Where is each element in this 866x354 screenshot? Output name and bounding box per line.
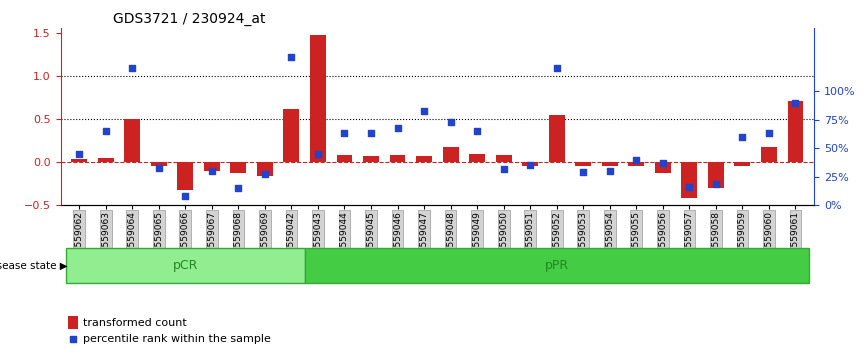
Bar (204, 162, 220, 171)
Bar (125, 119, 140, 162)
Point (789, 100, 803, 105)
Bar (178, 162, 193, 190)
Point (523, 162, 537, 168)
Bar (761, 148, 777, 162)
Text: disease state ▶: disease state ▶ (0, 261, 68, 270)
Bar (549, 115, 565, 162)
Bar (443, 148, 459, 162)
Point (338, 131, 352, 136)
Point (285, 54, 299, 60)
Point (152, 165, 165, 171)
Bar (283, 109, 300, 162)
Point (470, 128, 484, 134)
Point (709, 181, 723, 187)
Bar (522, 162, 538, 166)
Point (630, 157, 643, 162)
Bar (363, 156, 379, 162)
Point (417, 108, 431, 113)
Bar (416, 156, 432, 162)
Bar (655, 162, 671, 172)
Point (66, 336, 80, 342)
Bar (469, 154, 485, 162)
Point (656, 160, 669, 166)
Point (735, 134, 749, 139)
Bar (787, 101, 804, 162)
Bar (682, 162, 697, 198)
Point (550, 65, 564, 71)
Bar (310, 35, 326, 162)
Bar (71, 159, 87, 162)
Point (231, 185, 245, 191)
Bar (390, 155, 405, 162)
Point (126, 65, 139, 71)
Point (72, 151, 86, 157)
Bar (575, 162, 591, 166)
Bar (257, 162, 273, 176)
Bar (629, 162, 644, 166)
Bar (230, 162, 246, 172)
Point (576, 169, 590, 175)
Bar (734, 162, 750, 166)
Point (311, 151, 325, 157)
Point (178, 193, 192, 199)
Text: transformed count: transformed count (83, 318, 187, 328)
Bar (66, 248, 305, 283)
Point (205, 168, 219, 174)
Text: pCR: pCR (172, 259, 198, 272)
Bar (495, 155, 512, 162)
Text: GDS3721 / 230924_at: GDS3721 / 230924_at (113, 12, 266, 26)
Point (99, 128, 113, 134)
Bar (98, 158, 113, 162)
Bar (151, 162, 167, 166)
Bar (305, 248, 809, 283)
Point (258, 172, 272, 177)
Point (603, 168, 617, 174)
Point (762, 131, 776, 136)
Point (364, 131, 378, 136)
Bar (337, 155, 352, 162)
Bar (708, 162, 724, 188)
Point (443, 119, 457, 125)
Text: percentile rank within the sample: percentile rank within the sample (83, 334, 271, 344)
Point (391, 125, 404, 131)
Bar (602, 162, 617, 166)
Point (497, 166, 511, 172)
Point (682, 184, 696, 190)
Text: pPR: pPR (545, 259, 569, 272)
Bar (68, 316, 78, 329)
